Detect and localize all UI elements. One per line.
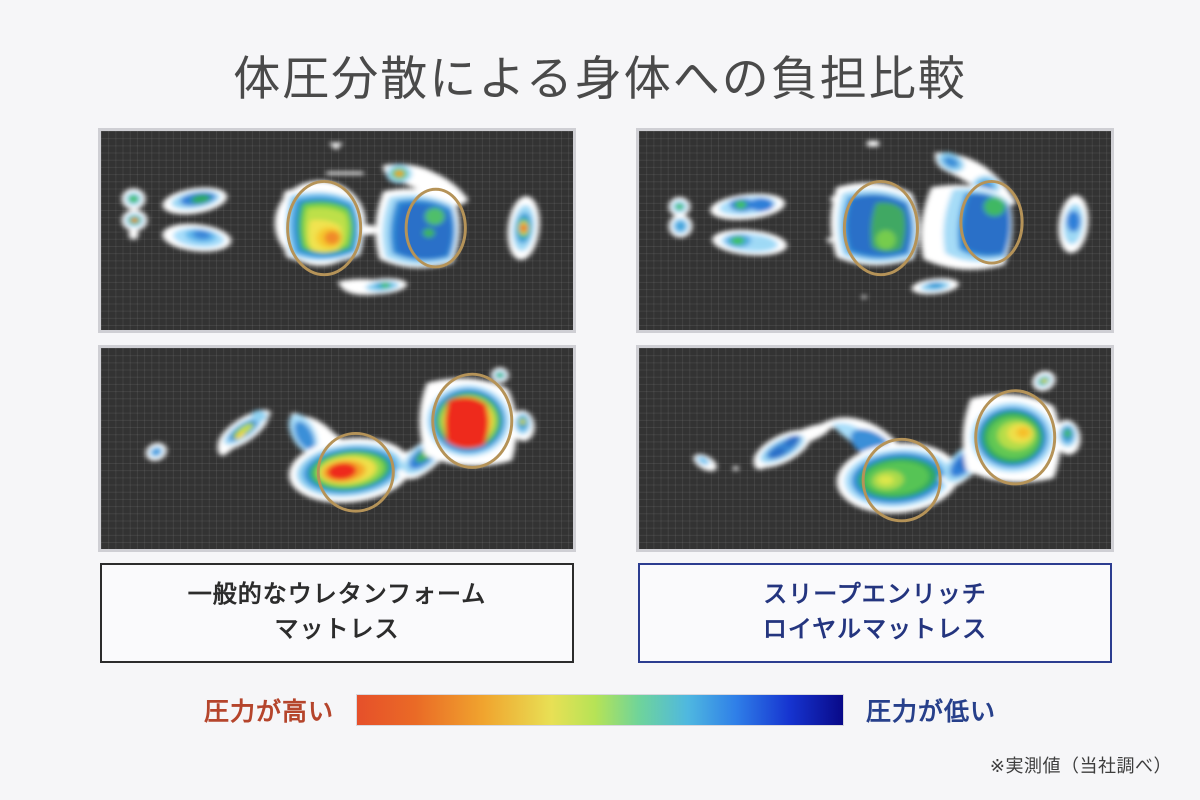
highlight-ellipse <box>404 187 467 269</box>
footnote-note: ※実測値（当社調べ） <box>989 756 1172 776</box>
caption-right-line2: ロイヤルマットレス <box>762 616 988 643</box>
highlight-ellipse <box>431 372 514 469</box>
highlight-ellipse <box>842 180 919 277</box>
caption-left-line1: 一般的なウレタンフォーム <box>187 581 487 609</box>
caption-left-line2: マットレス <box>274 616 400 643</box>
pressure-color-legend: 圧力が高い 圧力が低い <box>0 690 1200 730</box>
pressure-heatmap-bottom-right <box>639 348 1111 549</box>
pressure-heatmap-top-left <box>101 131 573 330</box>
heatmap-panel-bottom-left <box>98 345 576 552</box>
heatmap-panel-bottom-right <box>636 345 1114 552</box>
highlight-ellipse <box>861 437 942 523</box>
heatmap-panel-top-left <box>98 128 576 333</box>
legend-label-high: 圧力が高い <box>203 698 334 726</box>
caption-left-product: 一般的なウレタンフォーム マットレス <box>100 563 574 663</box>
highlight-ellipse <box>286 180 363 277</box>
pressure-heatmap-top-right <box>639 131 1111 330</box>
highlight-ellipse <box>316 431 395 513</box>
caption-right-product: スリープエンリッチ ロイヤルマットレス <box>638 563 1112 663</box>
pressure-heatmap-bottom-left <box>101 348 573 549</box>
highlight-ellipse <box>974 389 1057 486</box>
legend-gradient-bar <box>356 694 844 726</box>
legend-label-low: 圧力が低い <box>866 698 997 726</box>
caption-right-line1: スリープエンリッチ <box>763 581 987 609</box>
heatmap-panel-top-right <box>636 128 1114 333</box>
page-title: 体圧分散による身体への負担比較 <box>233 54 967 106</box>
highlight-ellipse <box>959 180 1024 265</box>
